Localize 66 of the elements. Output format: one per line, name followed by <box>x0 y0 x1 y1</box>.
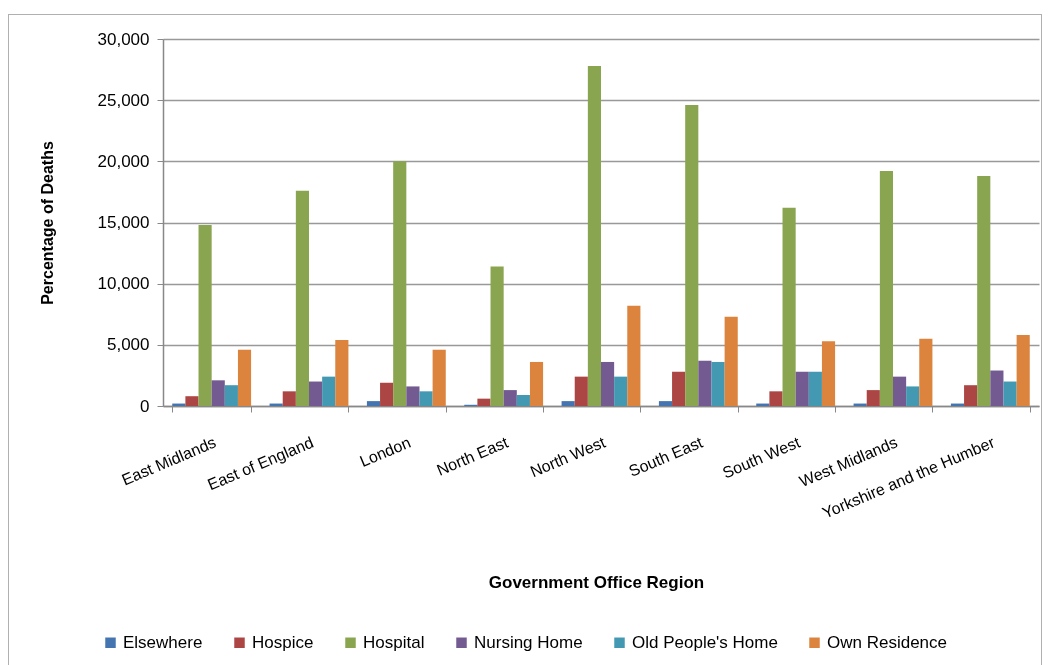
bar <box>516 394 530 406</box>
bar <box>393 161 407 406</box>
bar <box>309 381 323 406</box>
bar <box>627 305 641 406</box>
y-tick-label: 5,000 <box>106 335 150 355</box>
legend-label: Hospital <box>363 632 425 652</box>
bar <box>724 316 738 406</box>
bar <box>574 376 588 406</box>
bar <box>990 370 1004 406</box>
legend-label: Old People's Home <box>632 632 778 652</box>
x-tick-label: North East <box>434 433 511 479</box>
legend-label: Nursing Home <box>474 632 583 652</box>
bar <box>490 266 504 406</box>
bar <box>964 385 978 406</box>
bar <box>1003 381 1017 406</box>
bar <box>769 391 783 406</box>
bar <box>587 65 601 406</box>
bar <box>879 171 893 406</box>
x-tick-label: North West <box>527 433 609 481</box>
bar <box>614 376 628 406</box>
bar <box>198 224 212 406</box>
bar <box>893 376 907 406</box>
bar <box>529 361 544 406</box>
bar <box>295 190 309 406</box>
x-axis-title: Government Office Region <box>488 572 705 592</box>
legend-label: Hospice <box>252 632 314 652</box>
bar <box>977 176 991 406</box>
legend-label: Own Residence <box>827 632 948 652</box>
y-axis-title: Percentage of Deaths <box>38 141 56 305</box>
bar <box>1016 335 1030 406</box>
y-tick-label: 20,000 <box>97 151 150 171</box>
y-tick-label: 0 <box>140 396 150 416</box>
bar <box>322 376 336 406</box>
x-tick-label: South East <box>626 433 706 480</box>
bar <box>919 338 933 406</box>
bar <box>419 391 433 406</box>
bar <box>211 380 225 406</box>
y-tick-label: 25,000 <box>97 90 150 110</box>
y-tick-label: 15,000 <box>97 213 150 232</box>
bar <box>237 349 252 406</box>
y-tick-label: 30,000 <box>97 29 150 49</box>
bar <box>782 207 796 406</box>
bar <box>601 361 615 406</box>
bar <box>282 391 296 406</box>
bar <box>432 349 446 406</box>
y-tick-label: 10,000 <box>97 274 150 294</box>
bar <box>335 339 349 406</box>
bar <box>224 385 238 406</box>
bar <box>185 396 199 406</box>
bar <box>685 105 699 406</box>
bar <box>866 390 880 406</box>
legend-label: Elsewhere <box>123 632 203 652</box>
bar <box>821 341 836 406</box>
bar <box>380 382 394 406</box>
bar <box>561 401 575 406</box>
bar <box>906 386 920 406</box>
bar <box>698 360 712 406</box>
bar <box>477 398 491 406</box>
bar <box>503 390 517 406</box>
bar <box>366 401 381 406</box>
bar <box>795 371 809 406</box>
bar <box>406 386 420 406</box>
bar <box>711 361 725 406</box>
bar <box>658 401 673 406</box>
bar <box>672 371 686 406</box>
bar <box>808 371 822 406</box>
